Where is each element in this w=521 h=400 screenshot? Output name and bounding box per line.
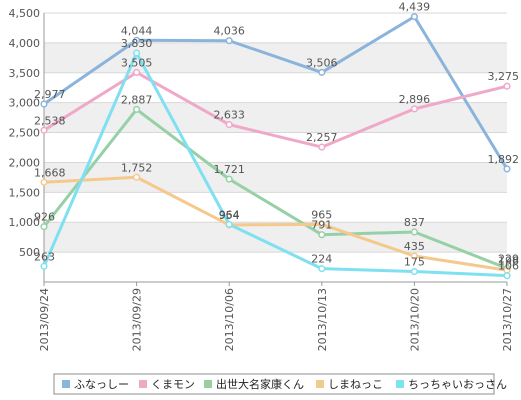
legend-label-5: ちっちゃいおっさん	[408, 378, 507, 391]
data-point	[410, 228, 418, 236]
data-label: 4,044	[121, 24, 153, 37]
series-line-2	[43, 70, 508, 149]
data-point	[410, 267, 418, 276]
data-point	[133, 36, 141, 44]
y-tick-label: 500	[19, 246, 40, 259]
data-label: 791	[311, 219, 332, 232]
data-label: 1,752	[121, 161, 153, 174]
data-label: 4,036	[213, 25, 245, 38]
legend-swatch-2	[139, 380, 147, 388]
data-point	[225, 121, 233, 129]
x-tick-label: 2013/09/24	[38, 288, 51, 351]
data-label: 2,977	[34, 88, 66, 101]
series-line-5	[42, 51, 508, 278]
x-tick-label: 2013/10/06	[223, 288, 236, 351]
legend-box	[53, 373, 495, 395]
data-label: 2,257	[306, 131, 338, 144]
data-label: 3,505	[121, 56, 153, 69]
data-label: 263	[34, 250, 55, 263]
data-point	[318, 231, 326, 239]
data-label: 2,896	[399, 93, 431, 106]
data-point	[318, 265, 326, 273]
data-label: 954	[219, 209, 240, 222]
data-label: 1,668	[34, 166, 66, 179]
y-tick-label: 2,000	[9, 156, 41, 169]
legend-swatch-4	[316, 380, 324, 388]
data-point	[133, 105, 141, 113]
legend-label-2: くまモン	[151, 378, 195, 391]
legend-swatch-3	[204, 380, 212, 388]
data-point	[133, 49, 141, 57]
x-tick-label: 2013/10/27	[501, 288, 514, 351]
data-point	[225, 220, 233, 228]
data-point	[133, 173, 141, 181]
data-label: 2,887	[121, 93, 153, 106]
data-point	[225, 37, 233, 45]
data-label: 435	[404, 240, 425, 253]
series-line-3	[42, 107, 508, 270]
y-tick-label: 3,000	[9, 97, 41, 110]
data-point	[318, 143, 326, 151]
data-label: 3,506	[306, 56, 338, 69]
data-label: 2,633	[213, 109, 245, 122]
legend-swatch-1	[62, 380, 70, 388]
data-point	[410, 13, 418, 21]
data-point	[40, 223, 48, 231]
x-tick-label: 2013/10/20	[408, 288, 421, 351]
legend-label-1: ふなっしー	[74, 378, 129, 391]
data-point	[40, 100, 48, 108]
data-label: 926	[34, 211, 55, 224]
data-point	[503, 272, 511, 280]
data-point	[318, 68, 326, 76]
data-label: 196	[498, 254, 519, 267]
series-line-4	[43, 175, 508, 272]
data-label: 2,538	[34, 114, 66, 127]
data-label: 1,892	[488, 153, 520, 166]
y-tick-label: 3,500	[9, 67, 41, 80]
y-tick-label: 1,500	[9, 186, 41, 199]
data-point	[318, 220, 326, 228]
y-tick-label: 2,500	[9, 127, 41, 140]
legend-label-3: 出世大名家康くん	[216, 377, 304, 391]
data-label: 175	[404, 256, 425, 269]
data-point	[410, 252, 418, 260]
x-tick-label: 2013/09/29	[131, 288, 144, 351]
data-label: 1,721	[213, 163, 245, 176]
y-tick-label: 1,000	[9, 216, 41, 229]
data-label: 965	[311, 208, 332, 221]
series-line-1	[43, 15, 509, 170]
data-label: 3,275	[488, 70, 520, 83]
legend: ふなっしー くまモン 出世大名家康くん しまねっこ ちっちゃいおっさん	[53, 373, 507, 395]
data-point	[133, 68, 141, 77]
legend-label-4: しまねっこ	[328, 378, 383, 391]
legend-swatch-5	[396, 380, 404, 388]
data-label: 837	[404, 216, 425, 229]
data-label: 4,439	[399, 1, 431, 14]
data-point	[40, 178, 48, 186]
data-label: 229	[498, 252, 519, 265]
y-tick-label: 4,500	[9, 7, 41, 20]
data-point	[503, 82, 511, 90]
data-point	[503, 165, 511, 173]
data-point	[225, 175, 233, 183]
data-label: 106	[498, 260, 519, 273]
data-point	[40, 126, 48, 134]
data-point	[410, 105, 418, 113]
data-label: 964	[219, 208, 240, 221]
data-label: 3,830	[121, 37, 153, 50]
data-point	[40, 262, 48, 270]
y-tick-label: 4,000	[9, 37, 41, 50]
data-label: 224	[311, 253, 332, 266]
x-tick-label: 2013/10/13	[316, 288, 329, 351]
